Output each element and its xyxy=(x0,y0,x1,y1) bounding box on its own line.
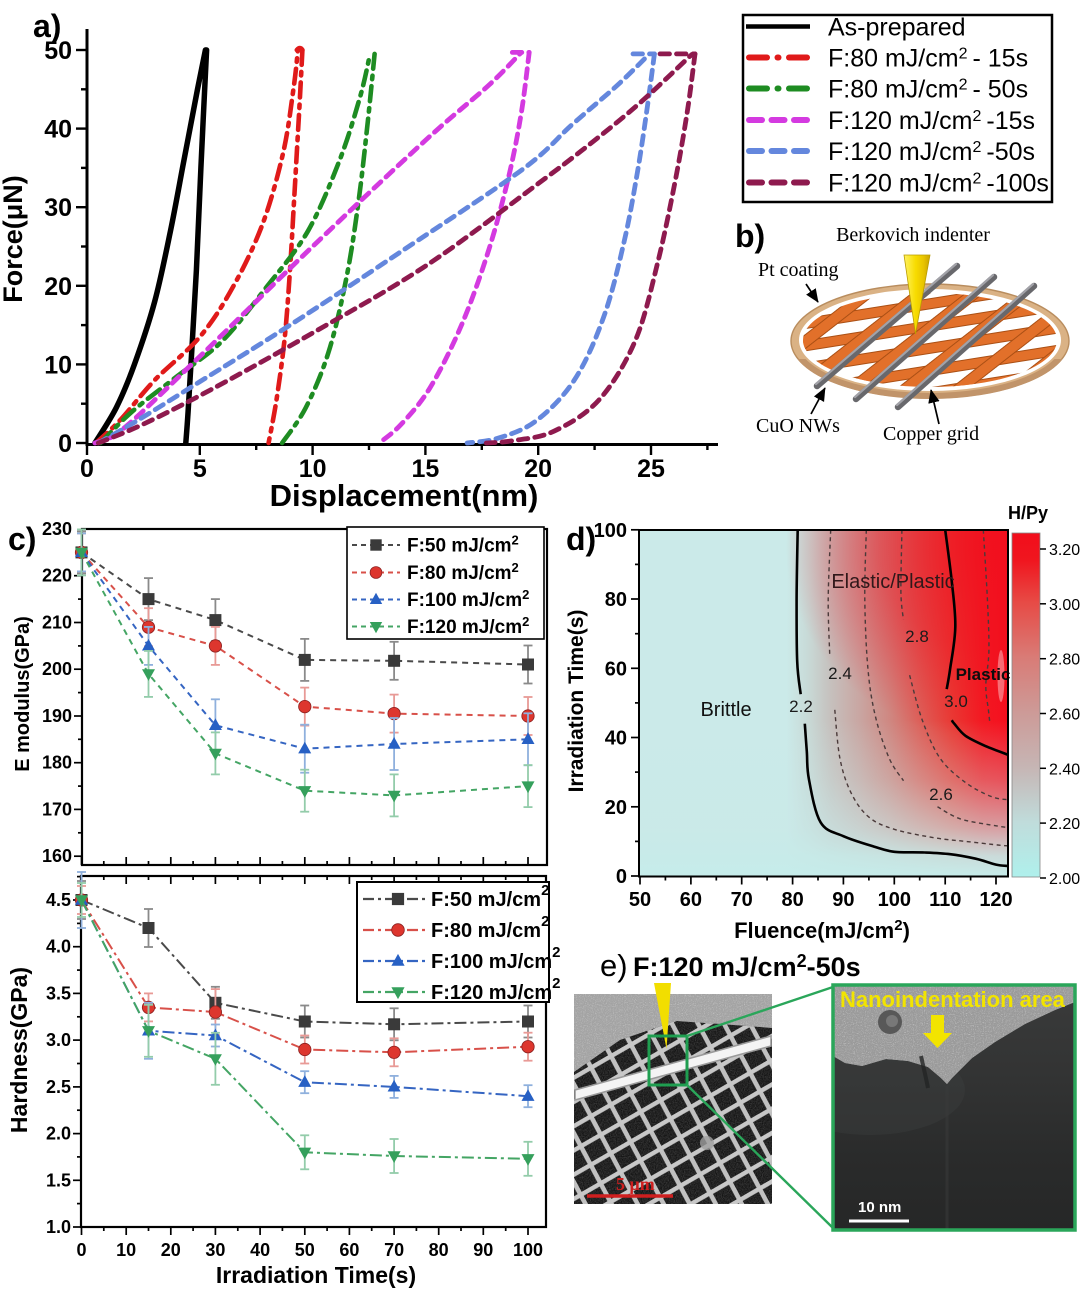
svg-text:CuO NWs: CuO NWs xyxy=(756,415,840,437)
svg-text:30: 30 xyxy=(205,1240,225,1260)
svg-text:80: 80 xyxy=(781,889,803,911)
svg-text:1.5: 1.5 xyxy=(46,1170,71,1190)
svg-text:Brittle: Brittle xyxy=(700,699,751,721)
svg-text:F:80 mJ/cm2: F:80 mJ/cm2 xyxy=(407,560,519,584)
svg-text:c): c) xyxy=(8,521,36,557)
svg-text:20: 20 xyxy=(161,1240,181,1260)
svg-text:E modulus(GPa): E modulus(GPa) xyxy=(12,616,34,772)
svg-text:160: 160 xyxy=(42,846,72,866)
svg-text:d): d) xyxy=(566,521,596,557)
svg-text:H/Py: H/Py xyxy=(1008,503,1048,523)
svg-text:10 nm: 10 nm xyxy=(858,1199,901,1216)
svg-text:40: 40 xyxy=(44,116,72,144)
svg-text:Hardness(GPa): Hardness(GPa) xyxy=(6,967,32,1133)
svg-text:Force(μN): Force(μN) xyxy=(0,175,28,303)
svg-text:As-prepared: As-prepared xyxy=(828,14,966,42)
svg-text:60: 60 xyxy=(605,658,627,680)
svg-text:2.4: 2.4 xyxy=(828,664,852,683)
svg-text:2.60: 2.60 xyxy=(1049,707,1080,724)
svg-text:0: 0 xyxy=(76,1240,86,1260)
svg-text:F:120 mJ/cm2 -100s: F:120 mJ/cm2 -100s xyxy=(828,170,1049,198)
svg-text:100: 100 xyxy=(513,1240,543,1260)
svg-text:3.0: 3.0 xyxy=(944,692,968,711)
svg-text:Plastic: Plastic xyxy=(956,665,1011,684)
svg-text:2.5: 2.5 xyxy=(46,1077,71,1097)
svg-text:0: 0 xyxy=(58,430,72,458)
svg-text:50: 50 xyxy=(629,889,651,911)
svg-text:0: 0 xyxy=(616,866,627,888)
svg-text:60: 60 xyxy=(339,1240,359,1260)
svg-text:110: 110 xyxy=(929,889,961,911)
svg-text:F:120 mJ/cm2 -50s: F:120 mJ/cm2 -50s xyxy=(828,138,1035,166)
svg-text:230: 230 xyxy=(42,519,72,539)
svg-text:100: 100 xyxy=(594,520,627,542)
svg-text:50: 50 xyxy=(44,37,72,65)
svg-text:100: 100 xyxy=(878,889,911,911)
svg-text:2.80: 2.80 xyxy=(1049,652,1080,669)
svg-text:Copper grid: Copper grid xyxy=(883,423,979,445)
svg-text:2.40: 2.40 xyxy=(1049,761,1080,778)
svg-text:4.0: 4.0 xyxy=(46,937,71,957)
svg-text:3.20: 3.20 xyxy=(1049,542,1080,559)
svg-text:F:120 mJ/cm2: F:120 mJ/cm2 xyxy=(407,614,529,638)
svg-text:F:100 mJ/cm2: F:100 mJ/cm2 xyxy=(407,587,529,611)
svg-text:Berkovich indenter: Berkovich indenter xyxy=(836,224,990,246)
svg-text:70: 70 xyxy=(731,889,753,911)
svg-text:3.00: 3.00 xyxy=(1049,597,1080,614)
svg-text:F:80 mJ/cm2 - 50s: F:80 mJ/cm2 - 50s xyxy=(828,76,1028,104)
svg-text:200: 200 xyxy=(42,659,72,679)
svg-text:Elastic/Plastic: Elastic/Plastic xyxy=(831,571,954,593)
svg-text:Pt coating: Pt coating xyxy=(758,259,839,281)
svg-text:25: 25 xyxy=(637,455,665,483)
svg-text:210: 210 xyxy=(42,613,72,633)
svg-text:Nanoindentation area: Nanoindentation area xyxy=(840,987,1066,1012)
svg-text:50: 50 xyxy=(295,1240,315,1260)
svg-text:F:80 mJ/cm2 - 15s: F:80 mJ/cm2 - 15s xyxy=(828,45,1028,73)
svg-text:2.20: 2.20 xyxy=(1049,816,1080,833)
svg-text:3.5: 3.5 xyxy=(46,983,71,1003)
svg-text:3.0: 3.0 xyxy=(46,1030,71,1050)
svg-text:2.6: 2.6 xyxy=(929,785,953,804)
svg-text:e): e) xyxy=(600,948,628,983)
svg-text:120: 120 xyxy=(979,889,1012,911)
svg-text:1.0: 1.0 xyxy=(46,1217,71,1237)
svg-text:Displacement(nm): Displacement(nm) xyxy=(270,478,539,513)
svg-text:F:120 mJ/cm2-50s: F:120 mJ/cm2-50s xyxy=(633,951,861,982)
svg-text:90: 90 xyxy=(473,1240,493,1260)
svg-text:40: 40 xyxy=(250,1240,270,1260)
svg-text:10: 10 xyxy=(299,455,327,483)
svg-text:F:120 mJ/cm2 -15s: F:120 mJ/cm2 -15s xyxy=(828,107,1035,135)
svg-text:2.00: 2.00 xyxy=(1049,871,1080,888)
svg-text:180: 180 xyxy=(42,753,72,773)
svg-text:a): a) xyxy=(33,8,61,44)
svg-text:10: 10 xyxy=(116,1240,136,1260)
svg-text:F:50 mJ/cm2: F:50 mJ/cm2 xyxy=(407,533,519,557)
svg-text:70: 70 xyxy=(384,1240,404,1260)
svg-text:2.2: 2.2 xyxy=(789,697,813,716)
svg-text:80: 80 xyxy=(429,1240,449,1260)
svg-text:4.5: 4.5 xyxy=(46,890,71,910)
svg-text:20: 20 xyxy=(605,797,627,819)
svg-text:2.8: 2.8 xyxy=(905,627,929,646)
svg-text:40: 40 xyxy=(605,728,627,750)
svg-text:170: 170 xyxy=(42,799,72,819)
svg-text:Irradiation Time(s): Irradiation Time(s) xyxy=(216,1262,416,1288)
svg-text:0: 0 xyxy=(80,455,94,483)
svg-text:5 μm: 5 μm xyxy=(616,1174,655,1194)
svg-text:Irradiation Time(s): Irradiation Time(s) xyxy=(565,610,588,793)
svg-text:190: 190 xyxy=(42,706,72,726)
svg-text:2.0: 2.0 xyxy=(46,1124,71,1144)
svg-text:80: 80 xyxy=(605,589,627,611)
svg-text:b): b) xyxy=(735,218,765,254)
svg-text:30: 30 xyxy=(44,194,72,222)
svg-text:20: 20 xyxy=(524,455,552,483)
svg-text:60: 60 xyxy=(680,889,702,911)
svg-text:10: 10 xyxy=(44,351,72,379)
svg-text:90: 90 xyxy=(832,889,854,911)
svg-text:Fluence(mJ/cm2): Fluence(mJ/cm2) xyxy=(734,917,910,943)
svg-text:15: 15 xyxy=(411,455,439,483)
svg-text:220: 220 xyxy=(42,566,72,586)
svg-text:20: 20 xyxy=(44,273,72,301)
svg-text:5: 5 xyxy=(193,455,207,483)
